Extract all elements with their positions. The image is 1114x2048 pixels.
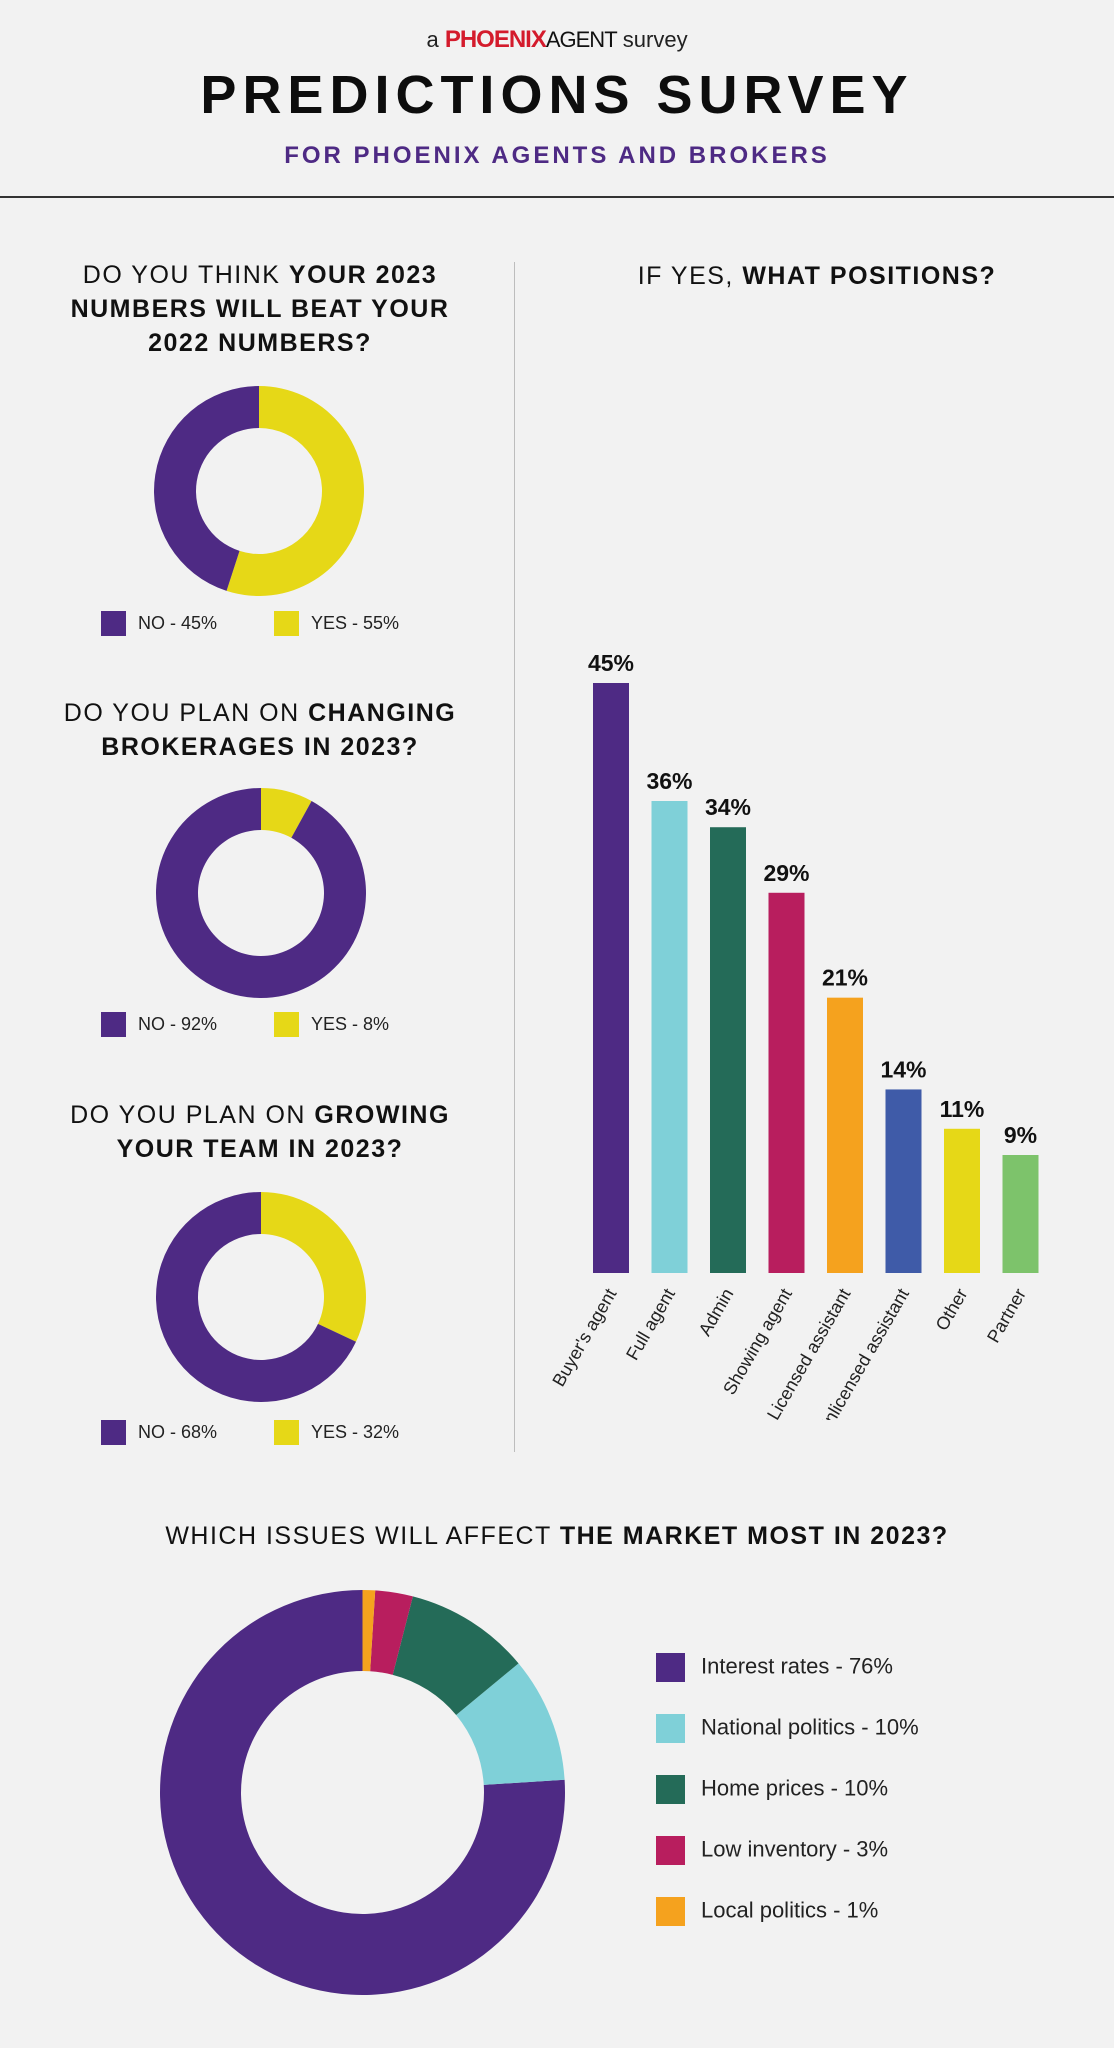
header-divider [0, 196, 1114, 198]
donut-slice-low-inventory [370, 1590, 413, 1675]
legend-label: Local politics - 1% [701, 1897, 879, 1923]
legend-swatch-no [101, 1420, 126, 1445]
question-3-title: DO YOU PLAN ON GROWING YOUR TEAM IN 2023… [40, 1098, 480, 1166]
legend-label-no: NO - 45% [138, 613, 218, 633]
donut-slice-yes [226, 386, 364, 596]
question-1-title-plain: DO YOU THINK [82, 261, 289, 289]
bar-value-label: 45% [588, 650, 634, 676]
legend-item-home-prices: Home prices - 10% [656, 1775, 888, 1804]
donut-slice-local-politics [362, 1590, 376, 1672]
bar-category-label: Admin [695, 1285, 738, 1339]
legend-label-yes: YES - 55% [311, 613, 400, 633]
legend-label-no: NO - 92% [138, 1014, 218, 1034]
bar-admin [710, 827, 746, 1273]
column-divider [514, 262, 515, 1452]
question-1-title-bold: YOUR 2023 NUMBERS WILL BEAT YOUR 2022 NU… [70, 261, 450, 357]
brand-line: a PHOENIXAGENT survey [0, 26, 1114, 54]
bottom-chart-title-bold: THE MARKET MOST IN 2023? [559, 1522, 949, 1550]
bar-category-label: Full agent [622, 1285, 679, 1363]
page-subtitle: FOR PHOENIX AGENTS AND BROKERS [284, 142, 830, 169]
brand-logo-phoenix: PHOENIX [444, 26, 547, 53]
bar-category-label: Partner [983, 1285, 1030, 1346]
legend-swatch-no [101, 611, 126, 636]
bar-unlicensed-assistant [885, 1089, 922, 1273]
legend-label: Home prices - 10% [701, 1775, 889, 1801]
legend-item-no: NO - 92% [101, 1012, 217, 1037]
donut-slice-interest-rates [160, 1590, 565, 1995]
bar-value-label: 29% [763, 860, 809, 886]
bar-chart-title: IF YES, WHAT POSITIONS? [520, 262, 1114, 291]
bar-value-label: 21% [822, 965, 868, 991]
legend-label: Low inventory - 3% [701, 1836, 889, 1862]
question-3-title-bold: GROWING YOUR TEAM IN 2023? [116, 1101, 450, 1163]
donut-chart-q3 [156, 1192, 366, 1402]
legend-item-interest-rates: Interest rates - 76% [656, 1653, 893, 1682]
donut-slice-no [154, 386, 259, 591]
legend-swatch [656, 1653, 685, 1682]
legend-swatch [656, 1775, 685, 1804]
bottom-chart-title: WHICH ISSUES WILL AFFECT THE MARKET MOST… [0, 1522, 1114, 1551]
bar-value-label: 9% [1004, 1122, 1037, 1148]
question-1-title: DO YOU THINK YOUR 2023 NUMBERS WILL BEAT… [40, 258, 480, 360]
bar-buyer-s-agent [593, 683, 629, 1273]
bottom-chart-title-plain: WHICH ISSUES WILL AFFECT [165, 1522, 560, 1550]
bar-partner [1002, 1155, 1039, 1273]
donut-chart-market-issues [160, 1590, 565, 1995]
legend-swatch [656, 1897, 685, 1926]
bar-value-label: 36% [646, 768, 692, 794]
bar-showing-agent [768, 892, 805, 1273]
bar-other [944, 1128, 980, 1273]
legend-item-yes: YES - 8% [274, 1012, 389, 1037]
brand-suffix: survey [622, 27, 688, 52]
question-3-title-plain: DO YOU PLAN ON [70, 1101, 315, 1129]
donut-chart-q2 [156, 788, 366, 998]
legend-swatch-yes [274, 1012, 299, 1037]
legend-label-yes: YES - 8% [311, 1014, 390, 1034]
donut-chart-q1 [154, 386, 364, 596]
bar-value-label: 14% [880, 1056, 926, 1082]
legend-swatch [656, 1836, 685, 1865]
bar-chart-title-bold: WHAT POSITIONS? [742, 262, 997, 290]
question-2-title-bold: CHANGING BROKERAGES IN 2023? [101, 699, 457, 761]
legend-label-no: NO - 68% [138, 1422, 218, 1442]
bar-full-agent [651, 801, 688, 1273]
donut-slice-yes [261, 1192, 366, 1342]
question-2-title-plain: DO YOU PLAN ON [63, 699, 309, 727]
question-2-title: DO YOU PLAN ON CHANGING BROKERAGES IN 20… [40, 696, 480, 764]
bar-value-label: 34% [705, 794, 751, 820]
bar-value-label: 11% [940, 1096, 985, 1122]
legend-item-yes: YES - 32% [274, 1420, 399, 1445]
legend-swatch [656, 1714, 685, 1743]
bar-category-label: Other [932, 1285, 972, 1334]
bar-chart-positions: 45% Buyer's agent 36% Full agent 34% Admin 29%… [548, 650, 1039, 1420]
page-title: PREDICTIONS SURVEY [200, 65, 914, 125]
donut-slice-yes [261, 788, 312, 838]
legend-item-low-inventory: Low inventory - 3% [656, 1836, 888, 1865]
bar-category-label: Buyer's agent [548, 1285, 620, 1390]
legend-item-national-politics: National politics - 10% [656, 1714, 919, 1743]
legend-item-no: NO - 45% [101, 611, 217, 636]
legend-swatch-no [101, 1012, 126, 1037]
bar-licensed-assistant [827, 997, 863, 1273]
donut-slice-national-politics [456, 1663, 565, 1785]
legend-item-local-politics: Local politics - 1% [656, 1897, 878, 1926]
brand-prefix: a [426, 27, 439, 52]
donut-slice-no [156, 788, 366, 998]
legend-item-yes: YES - 55% [274, 611, 399, 636]
legend-item-no: NO - 68% [101, 1420, 217, 1445]
legend-label: National politics - 10% [701, 1714, 919, 1740]
legend-swatch-yes [274, 611, 299, 636]
legend-swatch-yes [274, 1420, 299, 1445]
legend-label-yes: YES - 32% [311, 1422, 400, 1442]
bar-chart-title-plain: IF YES, [637, 262, 743, 290]
donut-slice-home-prices [392, 1596, 519, 1716]
brand-logo-agent: AGENT [545, 27, 618, 52]
donut-slice-no [156, 1192, 357, 1402]
legend-label: Interest rates - 76% [701, 1653, 893, 1679]
